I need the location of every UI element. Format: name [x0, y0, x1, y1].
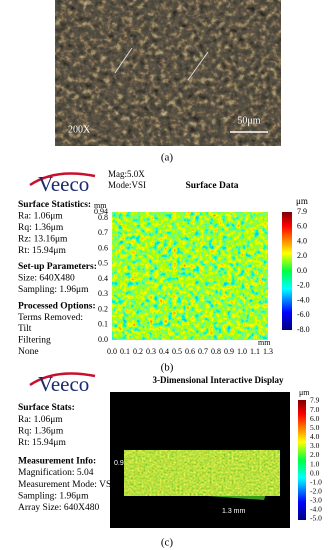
y-tick-label: 0.2 — [98, 304, 108, 313]
axis-y-label: 0.9 — [114, 460, 124, 467]
panel-title: Surface Data — [185, 181, 238, 191]
colorbar-label: 7.0 — [310, 405, 320, 414]
colorbar-label: 4.0 — [310, 432, 320, 441]
x-tick-label: 0.7 — [198, 347, 208, 356]
x-tick-label: 0.6 — [185, 347, 195, 356]
y-tick-label: 0.6 — [98, 243, 108, 252]
y-tick-label: 0.5 — [98, 259, 108, 268]
info-line: Rq: 1.36μm — [18, 223, 64, 233]
marker-line — [187, 51, 209, 81]
colorbar-label: -4.0 — [297, 295, 310, 304]
micrograph — [55, 0, 281, 146]
section-heading: Set-up Parameters: — [18, 262, 97, 272]
surface-3d — [124, 450, 280, 496]
logo: Veeco — [38, 372, 89, 396]
info-line: Rt: 15.94μm — [18, 246, 66, 256]
colorbar-label: 2.0 — [310, 450, 320, 459]
info-line: Tilt — [18, 324, 32, 334]
x-tick-label: 0.0 — [107, 347, 117, 356]
marker-line — [114, 47, 133, 74]
info-line: Ra: 1.06μm — [18, 415, 63, 425]
colorbar-label: -3.0 — [310, 496, 322, 505]
colorbar-label: 1.0 — [310, 459, 320, 468]
x-tick-label: 0.2 — [133, 347, 143, 356]
mode: Mode:VSI — [108, 180, 146, 190]
colorbar-label: 5.0 — [310, 423, 320, 432]
colorbar-unit: μm — [299, 388, 310, 397]
colorbar — [298, 400, 306, 520]
colorbar-label: -8.0 — [297, 325, 310, 334]
colorbar-label: 7.9 — [297, 207, 307, 216]
scale-bar-label: 50μm — [237, 115, 260, 126]
section-heading: Surface Stats: — [18, 403, 75, 413]
x-tick-label: 0.8 — [211, 347, 221, 356]
logo: Veeco — [38, 172, 89, 196]
section-heading: Processed Options: — [18, 301, 96, 311]
info-line: None — [18, 347, 39, 357]
x-unit: mm — [258, 338, 271, 347]
x-tick-label: 0.4 — [159, 347, 169, 356]
x-tick-label: 0.5 — [172, 347, 182, 356]
x-tick-label: 0.1 — [120, 347, 130, 356]
mag: Mag:5.0X — [108, 169, 145, 179]
y-tick-label: 0.1 — [98, 320, 108, 329]
info-line: Rt: 15.94μm — [18, 438, 66, 448]
info-line: Terms Removed: — [18, 313, 83, 323]
logo-swoosh — [29, 172, 96, 187]
info-line: Measurement Mode: VSI — [18, 480, 114, 490]
colorbar-label: 6.0 — [310, 414, 320, 423]
y-tick-label: 0.3 — [98, 289, 108, 298]
colorbar-label: -4.0 — [310, 505, 322, 514]
caption: (c) — [161, 537, 174, 549]
info-line: Sampling: 1.96μm — [18, 491, 89, 501]
colorbar-label: 2.0 — [297, 251, 307, 260]
colorbar-label: 3.0 — [310, 441, 320, 450]
section-heading: Measurement Info: — [18, 457, 96, 467]
surface-map — [112, 212, 268, 340]
colorbar-label: 0.0 — [310, 468, 320, 477]
section-heading: Surface Statistics: — [18, 200, 91, 210]
x-tick-label: 1.3 — [263, 347, 273, 356]
y-tick-label: 0.94 — [94, 207, 108, 216]
colorbar-label: 6.0 — [297, 222, 307, 231]
colorbar-label: 4.0 — [297, 236, 307, 245]
colorbar-label: -1.0 — [310, 477, 322, 486]
colorbar-label: -2.0 — [310, 486, 322, 495]
info-line: Rq: 1.36μm — [18, 426, 64, 436]
x-tick-label: 0.3 — [146, 347, 156, 356]
colorbar-label: 0.0 — [297, 266, 307, 275]
x-tick-label: 0.9 — [224, 347, 234, 356]
info-line: Ra: 1.06μm — [18, 212, 63, 222]
logo-swoosh — [29, 372, 96, 387]
panel-title: 3-Dimensional Interactive Display — [153, 375, 284, 385]
info-line: Magnification: 5.04 — [18, 467, 94, 478]
axis-x-label: 1.3 mm — [222, 508, 246, 515]
y-tick-label: 0.8 — [98, 213, 108, 222]
colorbar-label: -5.0 — [310, 514, 322, 523]
colorbar-label: -6.0 — [297, 310, 310, 319]
y-tick-label: 0.7 — [98, 228, 108, 237]
colorbar-unit: μm — [296, 196, 308, 206]
y-tick-label: 0.0 — [98, 335, 108, 344]
caption: (a) — [161, 152, 174, 164]
info-line: Sampling: 1.96μm — [18, 285, 89, 295]
info-line: Rz: 13.16μm — [18, 234, 68, 244]
colorbar-label: 7.9 — [310, 396, 320, 405]
x-tick-label: 1.1 — [250, 347, 260, 356]
y-unit: mm — [94, 201, 107, 210]
caption: (b) — [161, 362, 174, 374]
colorbar — [282, 212, 292, 330]
info-line: Array Size: 640X480 — [18, 503, 100, 513]
magnification: 200X — [68, 124, 91, 135]
colorbar-label: -2.0 — [297, 281, 310, 290]
info-line: Filtering — [18, 336, 51, 346]
info-line: Size: 640X480 — [18, 274, 75, 284]
y-tick-label: 0.4 — [98, 274, 108, 283]
x-tick-label: 1.0 — [237, 347, 247, 356]
